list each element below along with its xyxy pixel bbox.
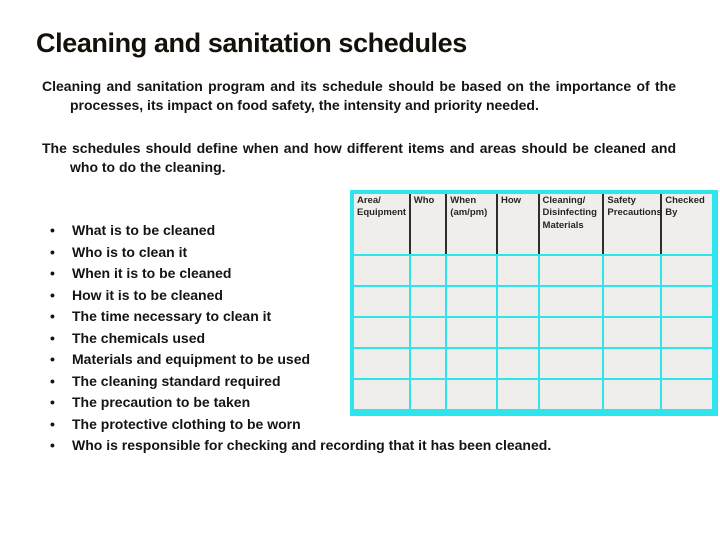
list-item: The time necessary to clean it (48, 306, 551, 328)
table-header-row: Area/ Equipment Who When (am/pm) How Cle… (351, 191, 716, 256)
table-cell (408, 285, 448, 318)
table-cell (408, 347, 448, 380)
column-header-area-equipment: Area/ Equipment (351, 191, 411, 256)
list-item: The cleaning standard required (48, 371, 551, 393)
table-row (351, 285, 716, 318)
column-header-who: Who (408, 191, 448, 256)
table-row (351, 347, 716, 380)
column-header-cleaning-materials: Cleaning/ Disinfecting Materials (537, 191, 605, 256)
table-cell (351, 378, 411, 414)
intro-paragraph: Cleaning and sanitation program and its … (42, 78, 676, 113)
table-cell (495, 254, 540, 287)
table-cell (537, 316, 605, 349)
column-header-how: How (495, 191, 540, 256)
table-row (351, 254, 716, 287)
table-cell (602, 347, 663, 380)
table-cell (660, 347, 716, 380)
table-cell (495, 285, 540, 318)
list-item: Who is to clean it (48, 242, 551, 264)
table-cell (408, 316, 448, 349)
table-cell (408, 378, 448, 414)
table-cell (537, 347, 605, 380)
column-header-when: When (am/pm) (445, 191, 498, 256)
table-cell (537, 254, 605, 287)
table-cell (445, 285, 498, 318)
table-cell (602, 316, 663, 349)
table-cell (408, 254, 448, 287)
list-item: Materials and equipment to be used (48, 349, 551, 371)
table-cell (351, 316, 411, 349)
page-title: Cleaning and sanitation schedules (36, 28, 467, 58)
schedule-paragraph: The schedules should define when and how… (42, 140, 676, 175)
table-cell (537, 378, 605, 414)
bullet-list: What is to be cleaned Who is to clean it… (48, 220, 551, 457)
table-cell (537, 285, 605, 318)
table-cell (445, 378, 498, 414)
table-cell (660, 285, 716, 318)
list-item: The precaution to be taken (48, 392, 551, 414)
table-cell (351, 347, 411, 380)
table-cell (445, 254, 498, 287)
column-header-safety-precautions: Safety Precautions (602, 191, 663, 256)
list-item: What is to be cleaned (48, 220, 551, 242)
cleaning-schedule-table: Area/ Equipment Who When (am/pm) How Cle… (350, 190, 718, 416)
list-item: How it is to be cleaned (48, 285, 551, 307)
table-cell (660, 316, 716, 349)
table-cell (660, 378, 716, 414)
list-item: The protective clothing to be worn (48, 414, 551, 436)
table-cell (660, 254, 716, 287)
table-cell (495, 347, 540, 380)
table-cell (495, 378, 540, 414)
table-cell (445, 347, 498, 380)
table-cell (445, 316, 498, 349)
table-cell (602, 254, 663, 287)
list-item: Who is responsible for checking and reco… (48, 435, 551, 457)
list-item: The chemicals used (48, 328, 551, 350)
table-cell (602, 285, 663, 318)
table-cell (602, 378, 663, 414)
table-row (351, 378, 716, 414)
table-cell (495, 316, 540, 349)
column-header-checked-by: Checked By (660, 191, 716, 256)
schedule-table-grid: Area/ Equipment Who When (am/pm) How Cle… (350, 190, 718, 416)
table-row (351, 316, 716, 349)
table-cell (351, 285, 411, 318)
table-cell (351, 254, 411, 287)
list-item: When it is to be cleaned (48, 263, 551, 285)
